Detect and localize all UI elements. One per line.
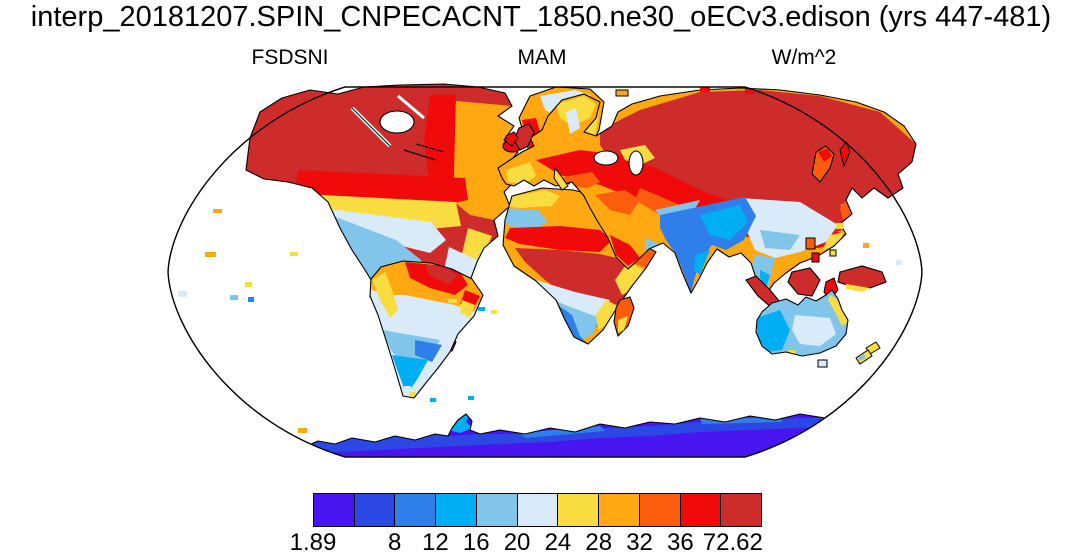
hudson-bay <box>379 110 415 134</box>
colorbar-tick: 12 <box>422 529 449 554</box>
variable-label: FSDSNI <box>251 46 329 69</box>
colorbar-cell-10 <box>721 494 762 526</box>
colorbar-tick: 24 <box>544 529 572 554</box>
colorbar-cell-7 <box>599 494 640 526</box>
colorbar-cell-6 <box>558 494 600 526</box>
season-label: MAM <box>517 46 567 69</box>
caspian-sea <box>628 150 644 176</box>
region-italy <box>553 166 569 191</box>
units-label: W/m^2 <box>771 46 837 69</box>
region-japan <box>811 140 851 183</box>
plot-title: interp_20181207.SPIN_CNPECACNT_1850.ne30… <box>30 1 1052 33</box>
colorbar-tick: 20 <box>503 529 531 554</box>
colorbar-cell-9 <box>680 494 722 526</box>
region-british-isles <box>505 123 535 151</box>
region-new-zealand <box>855 341 881 365</box>
colorbar <box>313 493 762 527</box>
colorbar-tick: 16 <box>462 529 490 554</box>
colorbar-tick: 32 <box>626 529 653 554</box>
colorbar-cell-8 <box>639 494 681 526</box>
region-madagascar <box>613 296 635 338</box>
colorbar-cell-1 <box>354 494 396 526</box>
colorbar-tick: 28 <box>585 529 613 554</box>
colorbar-tick: 8 <box>387 529 402 554</box>
colorbar-tick: 72.62 <box>702 529 763 554</box>
colorbar-cell-3 <box>436 494 477 526</box>
colorbar-tick: 36 <box>667 529 694 554</box>
colorbar-cell-2 <box>395 494 437 526</box>
small-islands <box>178 87 902 433</box>
region-tasmania <box>817 359 828 368</box>
colorbar-cell-4 <box>476 494 518 526</box>
colorbar-tick: 1.89 <box>289 529 337 554</box>
black-sea <box>593 150 619 166</box>
colorbar-ticks: 1.89 8 12 16 20 24 28 32 36 72.62 <box>290 529 763 554</box>
colorbar-cell-5 <box>517 494 559 526</box>
region-maritime-continent <box>745 237 887 319</box>
colorbar-cell-0 <box>314 494 355 526</box>
